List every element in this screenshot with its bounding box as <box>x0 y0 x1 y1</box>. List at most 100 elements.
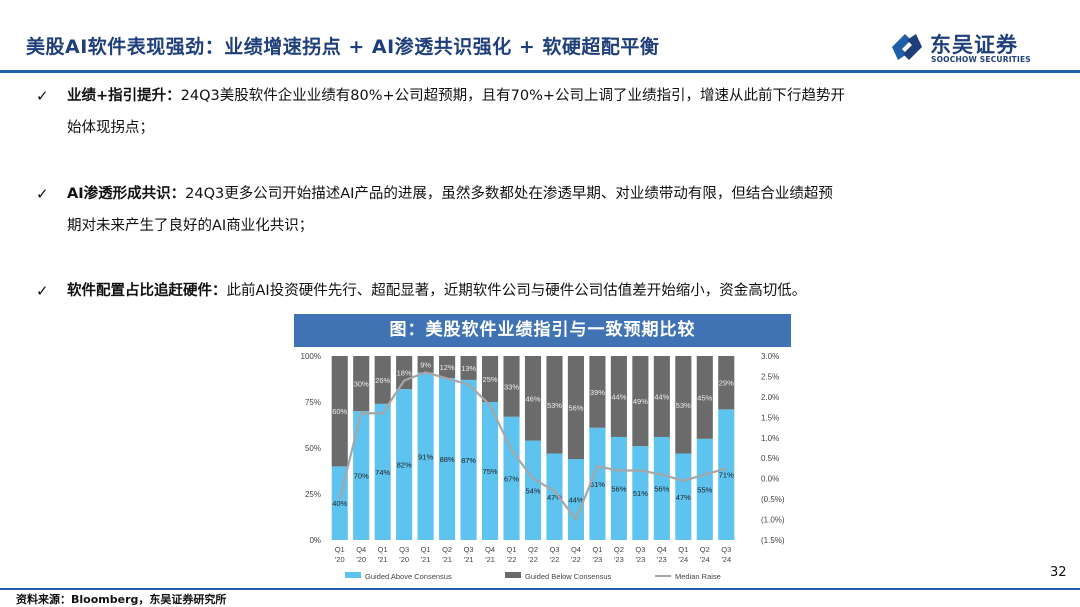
median-raise-line <box>338 371 727 522</box>
data-label-above: 44% <box>568 496 583 505</box>
y-left-tick-label: 0% <box>309 536 321 545</box>
x-tick-label: Q3 <box>464 545 474 554</box>
x-tick-label: '22 <box>507 555 517 564</box>
x-tick-label: '21 <box>421 555 431 564</box>
data-label-above: 87% <box>461 456 476 465</box>
y-right-tick-label: 3.0% <box>761 352 779 361</box>
guidance-vs-consensus-chart: 0% 25% 50% 75% 100% (1.5%) (1.0%) (0.5%) 0.0% 0.5… <box>301 352 785 581</box>
x-tick-label: Q2 <box>442 545 452 554</box>
bar-above-consensus <box>460 379 477 540</box>
x-tick-label: '24 <box>700 555 710 564</box>
x-tick-label: Q3 <box>399 545 409 554</box>
data-label-above: 88% <box>440 455 455 464</box>
x-tick-label: Q1 <box>507 545 517 554</box>
data-label-below: 33% <box>504 382 519 391</box>
data-label-above: 54% <box>525 486 540 495</box>
bar-above-consensus <box>610 436 627 540</box>
bar-below-consensus <box>675 356 692 454</box>
bullet-item: ✓ 业绩+指引提升：24Q3美股软件企业业绩有80%+公司超预期，且有70%+公… <box>36 80 1036 144</box>
data-label-above: 51% <box>633 489 648 498</box>
data-label-below: 46% <box>525 394 540 403</box>
legend-label: Guided Above Consensus <box>365 572 452 581</box>
bar-below-consensus <box>524 356 542 441</box>
x-tick-label: Q3 <box>721 545 731 554</box>
bar-below-consensus <box>331 356 348 467</box>
bar-below-consensus <box>696 356 713 439</box>
data-label-below: 13% <box>461 364 476 373</box>
bar-below-consensus <box>503 356 520 417</box>
bar-below-consensus <box>546 356 563 454</box>
x-tick-label: '21 <box>442 555 452 564</box>
data-label-below: 30% <box>354 380 369 389</box>
bullet-text: 此前AI投资硬件先行、超配显著，近期软件公司与硬件公司估值差开始缩小，资金高切低… <box>226 283 807 299</box>
bullet-heading: AI渗透形成共识： <box>67 186 186 202</box>
legend-swatch <box>345 572 361 578</box>
y-right-tick-label: (0.5%) <box>761 495 785 504</box>
x-tick-label: '20 <box>356 555 366 564</box>
x-tick-label: Q1 <box>421 545 431 554</box>
x-tick-label: Q1 <box>335 545 345 554</box>
x-tick-label: '22 <box>528 555 538 564</box>
x-tick-label: Q1 <box>678 545 688 554</box>
bullet-text: 24Q3更多公司开始描述AI产品的进展，虽然多数都处在渗透早期、对业绩带动有限，… <box>185 186 833 202</box>
y-right-tick-label: (1.0%) <box>761 516 785 525</box>
x-tick-label: '20 <box>399 555 409 564</box>
data-label-below: 60% <box>332 407 347 416</box>
y-right-tick-label: 1.0% <box>761 434 779 443</box>
x-tick-label: '23 <box>614 555 624 564</box>
bar-below-consensus <box>396 356 413 390</box>
page-number: 32 <box>1050 565 1067 580</box>
x-tick-label: '22 <box>571 555 581 564</box>
x-tick-label: Q2 <box>614 545 624 554</box>
bar-above-consensus <box>653 436 670 540</box>
data-label-below: 53% <box>547 401 562 410</box>
x-tick-label: '21 <box>485 555 495 564</box>
logo-text-en: SOOCHOW SECURITIES <box>931 55 1031 64</box>
bar-below-consensus <box>632 356 649 447</box>
x-tick-label: '24 <box>721 555 731 564</box>
x-tick-label: '23 <box>593 555 603 564</box>
x-tick-label: '24 <box>678 555 688 564</box>
check-icon: ✓ <box>36 87 49 105</box>
bar-above-consensus <box>503 416 520 540</box>
data-label-above: 75% <box>483 467 498 476</box>
x-tick-label: Q4 <box>485 545 495 554</box>
data-label-below: 29% <box>719 379 734 388</box>
bar-below-consensus <box>353 356 370 412</box>
bar-above-consensus <box>439 378 456 540</box>
data-label-above: 56% <box>611 484 626 493</box>
company-logo: 东吴证券 SOOCHOW SECURITIES <box>888 30 1063 66</box>
bar-above-consensus <box>374 403 391 540</box>
legend-swatch <box>505 572 521 578</box>
y-right-tick-label: 1.5% <box>761 413 779 422</box>
bar-above-consensus <box>353 411 370 540</box>
bar-below-consensus <box>589 356 606 428</box>
x-tick-label: '21 <box>378 555 388 564</box>
check-icon: ✓ <box>36 185 49 203</box>
source-note: 资料来源：Bloomberg，东吴证券研究所 <box>16 593 227 606</box>
data-label-above: 40% <box>332 499 347 508</box>
x-tick-label: '23 <box>635 555 645 564</box>
y-left-tick-label: 50% <box>305 444 321 453</box>
data-label-below: 56% <box>568 404 583 413</box>
y-right-tick-label: 0.5% <box>761 454 779 463</box>
x-tick-label: '20 <box>335 555 345 564</box>
x-tick-label: Q1 <box>592 545 602 554</box>
bar-below-consensus <box>482 356 499 402</box>
x-tick-label: Q4 <box>657 545 667 554</box>
bullet-heading: 业绩+指引提升： <box>67 88 181 104</box>
page-title: 美股AI软件表现强劲：业绩增速拐点 + AI渗透共识强化 + 软硬超配平衡 <box>26 36 660 58</box>
bullet-text-cont: 期对未来产生了良好的AI商业化共识； <box>67 218 314 234</box>
chart-title-banner: 图：美股软件业绩指引与一致预期比较 <box>294 314 791 347</box>
data-label-above: 70% <box>354 472 369 481</box>
bar-below-consensus <box>718 356 735 410</box>
data-label-below: 9% <box>420 360 431 369</box>
bar-below-consensus <box>439 356 456 379</box>
legend-label: Median Raise <box>675 572 721 581</box>
bar-above-consensus <box>696 438 713 540</box>
bullet-heading: 软件配置占比追赶硬件： <box>67 283 227 299</box>
x-tick-label: Q4 <box>356 545 366 554</box>
data-label-above: 47% <box>547 493 562 502</box>
data-label-above: 56% <box>654 484 669 493</box>
bar-below-consensus <box>460 356 477 380</box>
